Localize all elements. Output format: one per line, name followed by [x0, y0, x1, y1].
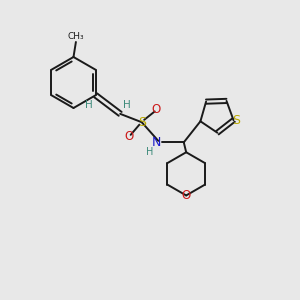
Text: H: H — [85, 100, 93, 110]
Text: S: S — [138, 116, 146, 129]
Text: S: S — [232, 114, 240, 127]
Text: O: O — [124, 130, 134, 143]
Text: H: H — [146, 147, 154, 157]
Text: CH₃: CH₃ — [68, 32, 84, 40]
Text: O: O — [182, 189, 191, 202]
Text: N: N — [152, 136, 161, 149]
Text: H: H — [123, 100, 131, 110]
Text: O: O — [152, 103, 161, 116]
